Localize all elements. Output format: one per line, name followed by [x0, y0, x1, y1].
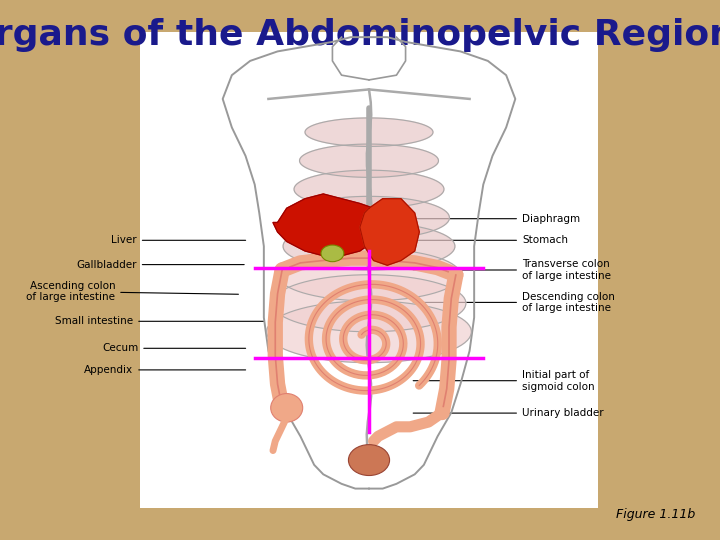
- Text: Ascending colon
of large intestine: Ascending colon of large intestine: [26, 281, 238, 302]
- Polygon shape: [369, 301, 472, 363]
- Text: Descending colon
of large intestine: Descending colon of large intestine: [413, 292, 615, 313]
- Text: Stomach: Stomach: [415, 235, 568, 245]
- Polygon shape: [369, 197, 449, 239]
- Polygon shape: [369, 144, 438, 177]
- Text: Organs of the Abdominopelvic Regions: Organs of the Abdominopelvic Regions: [0, 18, 720, 52]
- Polygon shape: [300, 144, 369, 177]
- FancyBboxPatch shape: [140, 32, 598, 508]
- Text: Figure 1.11b: Figure 1.11b: [616, 508, 695, 521]
- Polygon shape: [369, 275, 466, 332]
- Polygon shape: [305, 118, 369, 146]
- Polygon shape: [278, 248, 369, 301]
- Text: Liver: Liver: [111, 235, 246, 245]
- Polygon shape: [369, 170, 444, 208]
- Text: Urinary bladder: Urinary bladder: [413, 408, 603, 418]
- Ellipse shape: [271, 394, 302, 422]
- Text: Appendix: Appendix: [84, 365, 246, 375]
- Polygon shape: [360, 199, 419, 265]
- Polygon shape: [273, 194, 378, 256]
- Polygon shape: [272, 275, 369, 332]
- Polygon shape: [266, 301, 369, 363]
- Polygon shape: [289, 197, 369, 239]
- Polygon shape: [283, 222, 369, 270]
- Polygon shape: [294, 170, 369, 208]
- Polygon shape: [369, 248, 460, 301]
- Ellipse shape: [321, 245, 344, 262]
- Text: Initial part of
sigmoid colon: Initial part of sigmoid colon: [413, 370, 595, 392]
- Text: Cecum: Cecum: [102, 343, 246, 353]
- Text: Gallbladder: Gallbladder: [76, 260, 244, 269]
- Text: Diaphragm: Diaphragm: [417, 214, 580, 224]
- Polygon shape: [369, 118, 433, 146]
- Text: Transverse colon
of large intestine: Transverse colon of large intestine: [413, 259, 611, 281]
- Polygon shape: [369, 222, 455, 270]
- Text: Small intestine: Small intestine: [55, 316, 264, 326]
- Ellipse shape: [348, 444, 390, 476]
